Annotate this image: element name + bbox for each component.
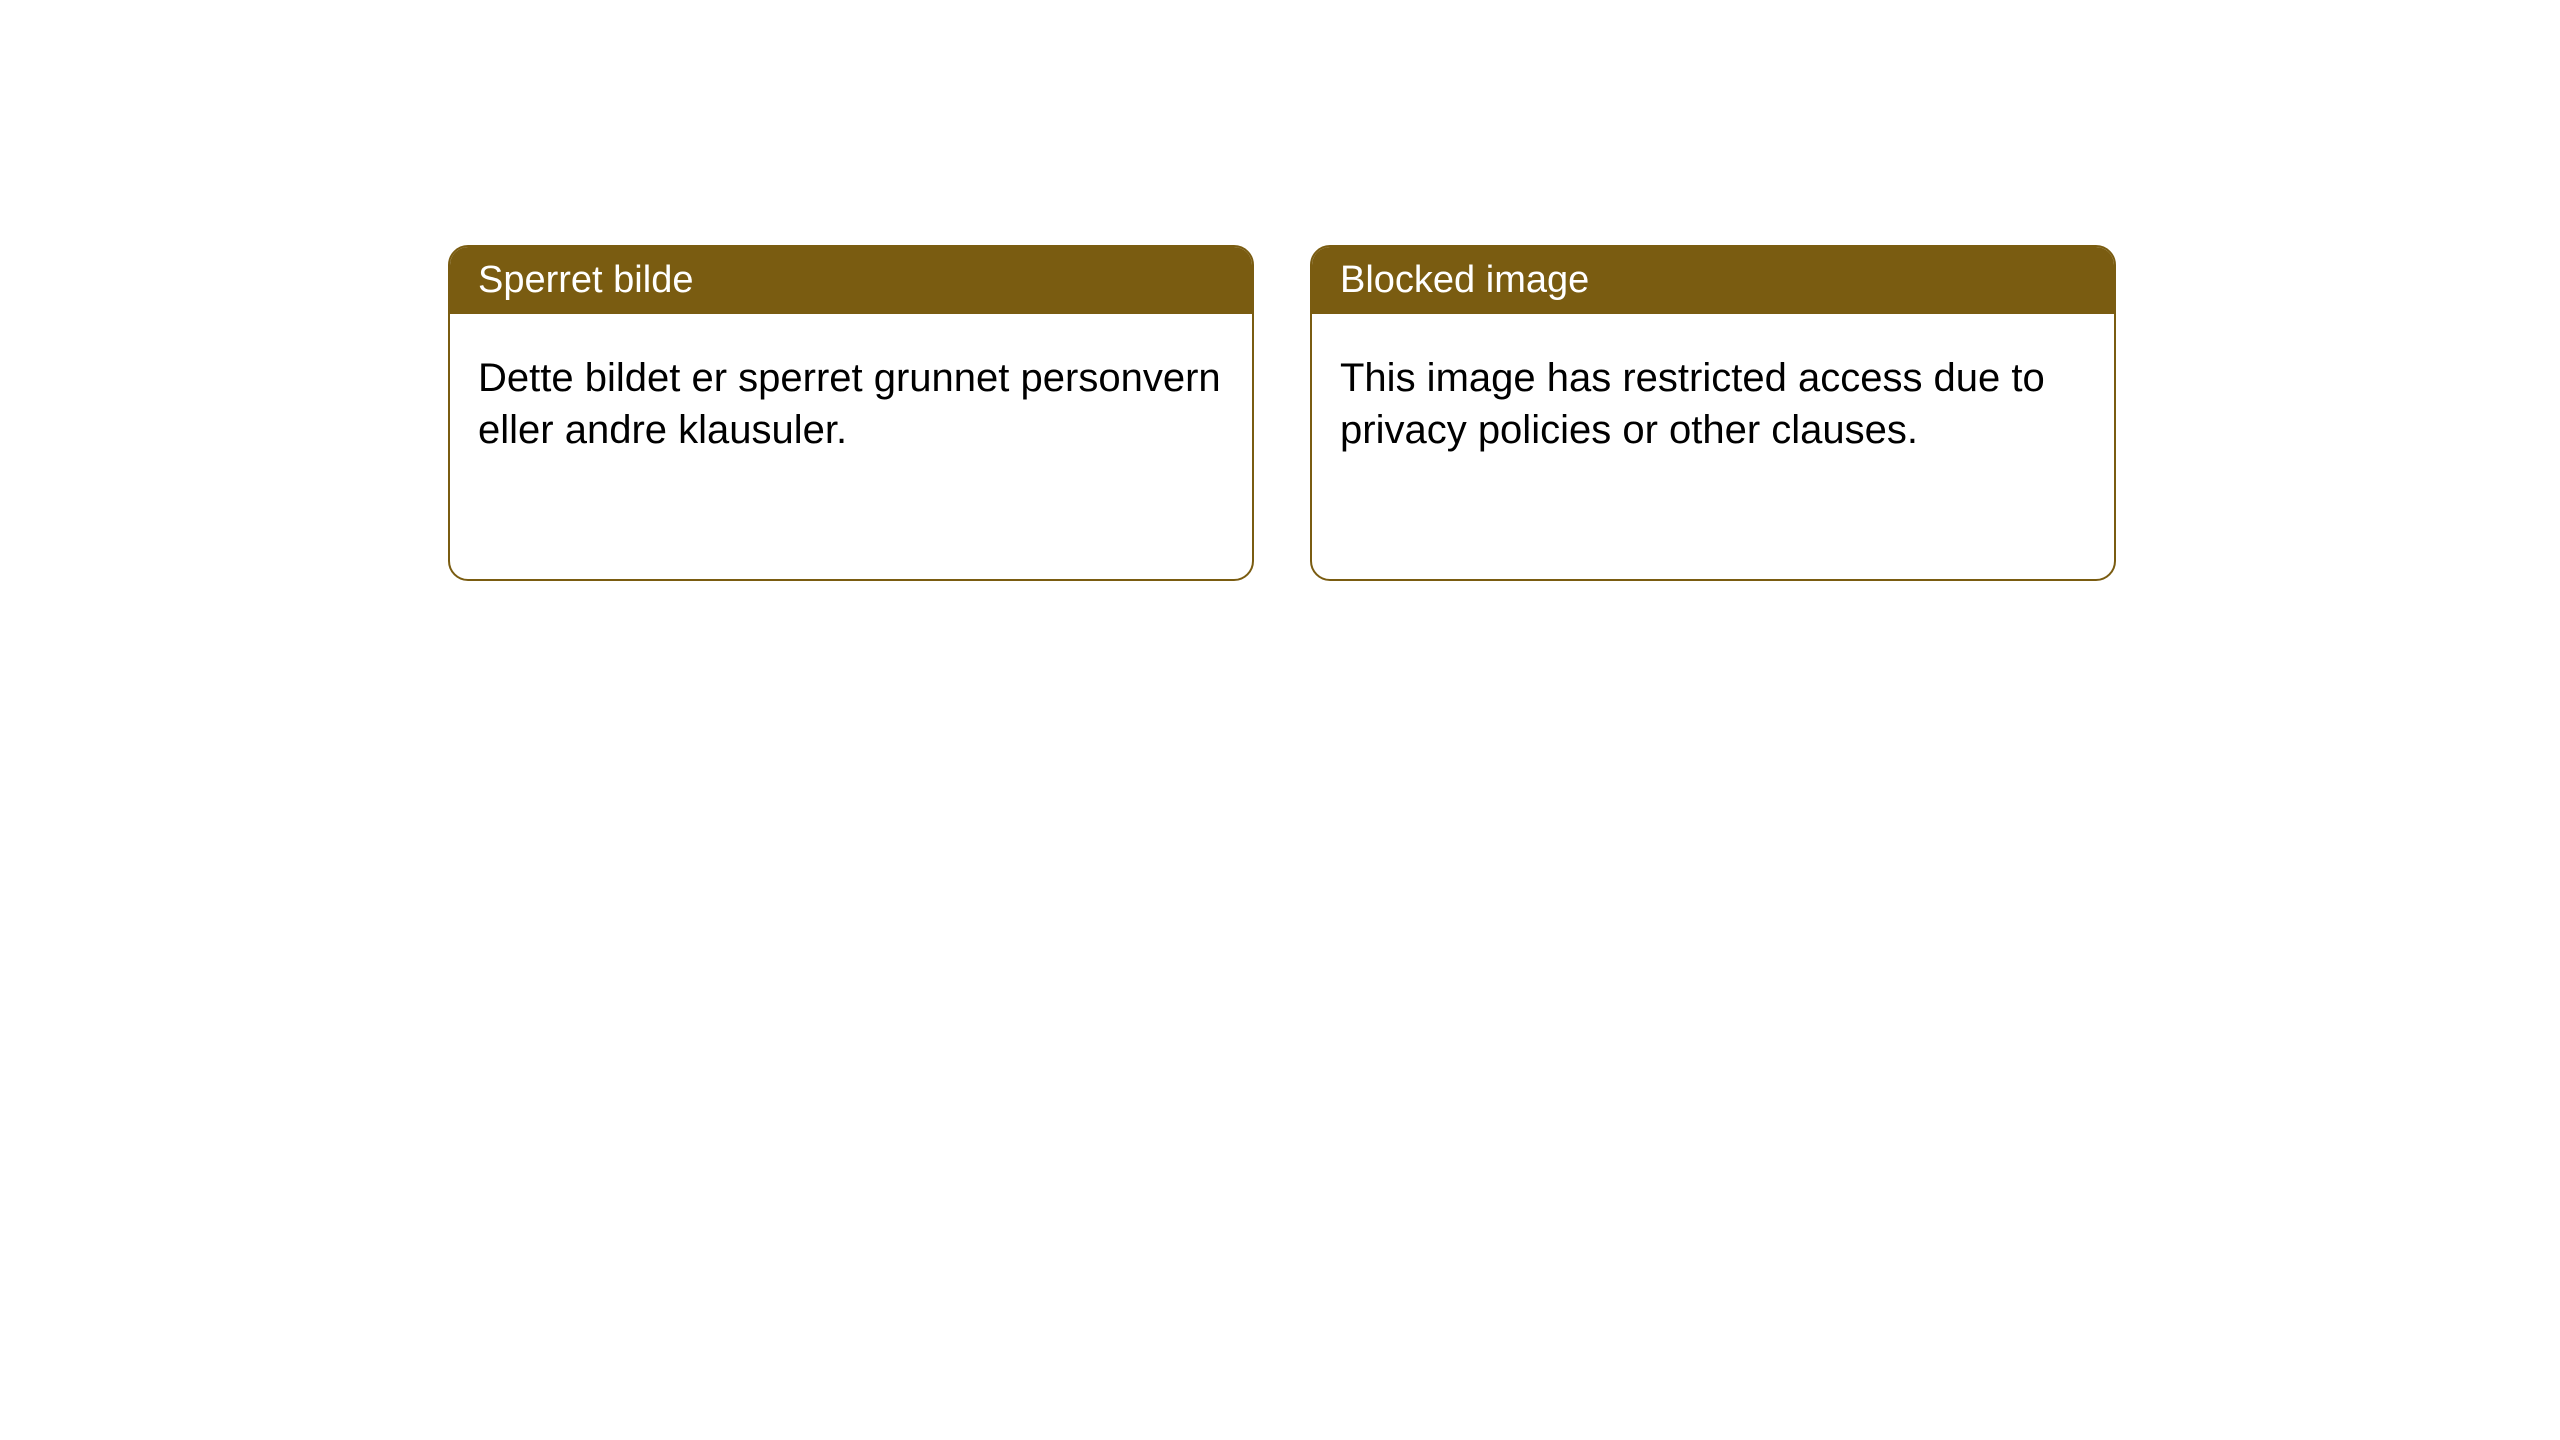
notice-container: Sperret bilde Dette bildet er sperret gr… bbox=[448, 245, 2116, 581]
card-message: Dette bildet er sperret grunnet personve… bbox=[478, 356, 1221, 452]
card-body: This image has restricted access due to … bbox=[1312, 314, 2114, 494]
blocked-image-card-en: Blocked image This image has restricted … bbox=[1310, 245, 2116, 581]
card-message: This image has restricted access due to … bbox=[1340, 356, 2045, 452]
blocked-image-card-no: Sperret bilde Dette bildet er sperret gr… bbox=[448, 245, 1254, 581]
card-header: Blocked image bbox=[1312, 247, 2114, 314]
card-title: Blocked image bbox=[1340, 259, 1589, 301]
card-title: Sperret bilde bbox=[478, 259, 693, 301]
card-header: Sperret bilde bbox=[450, 247, 1252, 314]
card-body: Dette bildet er sperret grunnet personve… bbox=[450, 314, 1252, 494]
